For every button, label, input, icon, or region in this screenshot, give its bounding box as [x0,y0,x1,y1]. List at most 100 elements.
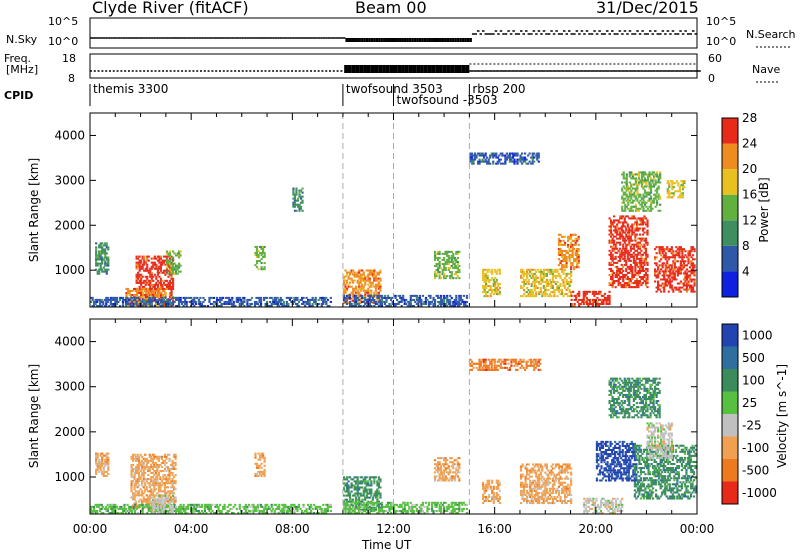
data-cell [640,179,644,182]
data-cell [93,304,96,307]
data-cell [359,269,362,272]
data-cell [170,267,173,270]
data-cell [109,296,112,299]
data-cell [688,274,692,277]
data-cell [379,289,382,292]
data-cell [535,295,538,298]
data-cell [217,304,220,307]
data-cell [688,254,692,257]
data-cell [166,482,170,485]
data-cell [171,264,175,267]
data-cell [486,284,489,288]
data-cell [527,280,530,283]
data-cell [634,187,637,190]
data-cell [573,294,576,297]
data-cell [432,304,435,307]
data-cell [135,469,138,473]
data-cell [154,476,157,479]
data-cell [355,300,358,303]
data-cell [562,295,565,298]
data-cell [115,296,118,299]
data-cell [654,193,657,196]
data-cell [572,290,575,293]
data-cell [609,253,613,256]
data-cell [162,283,166,286]
data-cell [376,293,379,296]
data-cell [125,293,128,296]
data-cell [134,287,137,290]
data-cell [570,302,573,305]
data-cell [359,293,362,296]
data-cell [158,509,161,512]
data-cell [628,191,631,194]
data-cell [144,267,147,270]
data-cell [435,265,438,268]
data-cell [102,466,105,469]
data-cell [159,281,163,284]
data-cell [162,269,166,272]
data-cell [433,275,437,278]
data-cell [140,289,143,292]
data-cell [152,300,155,303]
data-cell [373,298,376,301]
data-cell [693,258,696,261]
data-cell [619,237,622,240]
data-cell [104,464,107,467]
data-cell [231,304,234,307]
data-cell [261,268,265,271]
data-cell [542,287,545,290]
data-cell [693,284,696,287]
data-cell [447,254,450,257]
data-cell [106,509,109,512]
data-cell [170,287,173,290]
data-cell [557,237,561,240]
data-cell [637,175,641,178]
data-cell [150,261,153,264]
data-cell [458,298,461,301]
data-cell [377,296,381,299]
data-cell [486,156,489,159]
data-cell [208,296,211,299]
data-cell [253,302,257,305]
data-cell [101,260,104,263]
data-cell [635,241,638,244]
data-cell [670,276,673,279]
data-cell [348,277,352,280]
data-cell [367,269,370,272]
data-cell [649,191,653,194]
data-cell [485,272,488,275]
data-cell [624,177,627,180]
data-cell [99,254,102,257]
data-cell [541,270,544,273]
data-cell [446,298,449,301]
data-cell [643,201,647,204]
data-cell [693,280,696,283]
freq-tick-bottom: 8 [68,72,75,85]
data-cell [114,507,117,510]
data-cell [492,280,495,283]
data-cell [138,455,141,458]
data-cell [641,265,645,268]
data-cell [654,258,657,261]
data-cell [690,278,693,281]
data-cell [447,302,450,305]
data-cell [678,254,681,257]
data-cell [100,300,103,303]
data-cell [246,300,249,303]
data-cell [478,152,481,155]
data-cell [427,302,431,305]
data-cell [622,185,625,188]
data-cell [539,270,542,273]
data-cell [348,271,352,274]
data-cell [643,181,647,184]
data-cell [532,295,535,298]
data-cell [571,254,574,257]
data-cell [98,268,101,271]
data-cell [99,509,102,512]
data-cell [142,472,145,475]
data-cell [570,298,573,301]
data-cell [661,266,664,269]
data-cell [379,279,382,282]
data-cell [145,480,148,483]
data-cell [685,268,689,271]
